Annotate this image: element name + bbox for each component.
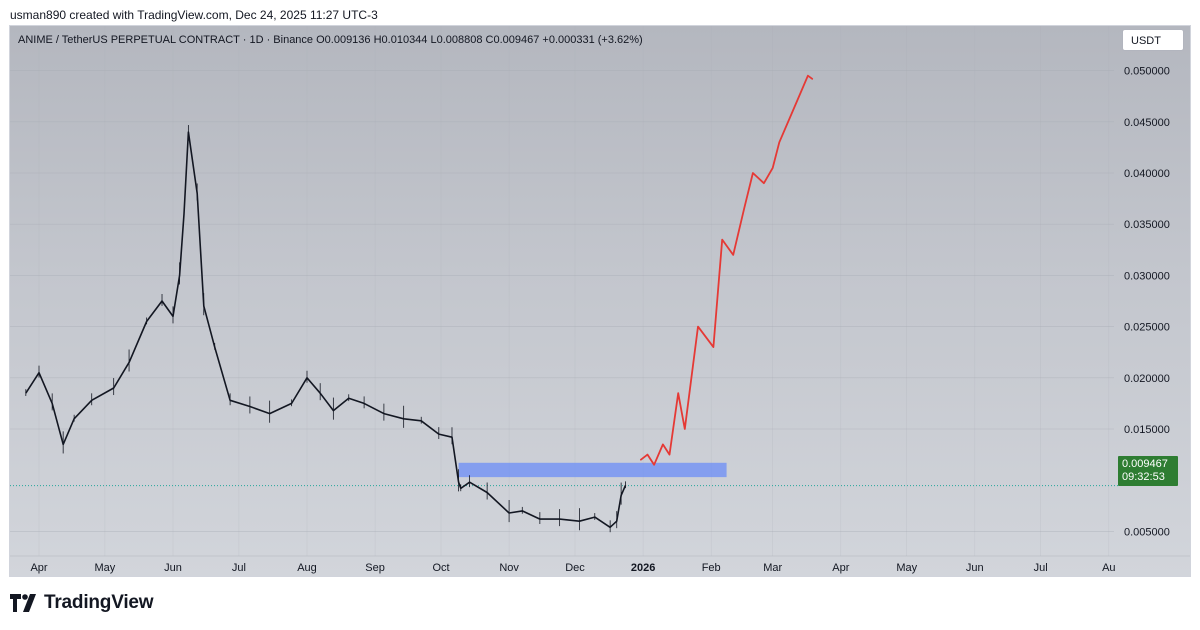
symbol-info: ANIME / TetherUS PERPETUAL CONTRACT · 1D…: [18, 34, 643, 46]
currency-selector[interactable]: USDT: [1122, 29, 1184, 51]
x-tick-label: Apr: [30, 562, 47, 574]
x-tick-label: Au: [1102, 562, 1115, 574]
chart-area[interactable]: 0.050000 0.045000 0.040000 0.035000 0.030000…: [9, 25, 1191, 577]
projection-line: [640, 74, 814, 466]
x-tick-label: Sep: [365, 562, 385, 574]
x-tick-label: May: [95, 562, 116, 574]
resistance-zone: [458, 462, 727, 478]
y-tick-label: 0.005000: [1124, 526, 1170, 538]
x-tick-label: Jul: [1034, 562, 1048, 574]
price-chart[interactable]: 0.050000 0.045000 0.040000 0.035000 0.030000…: [10, 26, 1191, 577]
tradingview-logo-icon: [10, 594, 36, 612]
y-tick-label: 0.025000: [1124, 322, 1170, 334]
x-tick-label: Jun: [966, 562, 984, 574]
x-tick-label: Dec: [565, 562, 585, 574]
last-price-value: 0.009467: [1122, 458, 1168, 470]
y-tick-label: 0.015000: [1124, 424, 1170, 436]
y-tick-label: 0.050000: [1124, 66, 1170, 78]
x-tick-label: Feb: [702, 562, 721, 574]
chart-credit: usman890 created with TradingView.com, D…: [10, 8, 378, 22]
bar-countdown: 09:32:53: [1122, 471, 1165, 483]
tradingview-brand: TradingView: [10, 592, 154, 614]
x-tick-label: Oct: [432, 562, 449, 574]
y-tick-label: 0.020000: [1124, 373, 1170, 385]
brand-name: TradingView: [44, 592, 154, 613]
x-tick-label: Apr: [832, 562, 849, 574]
y-tick-label: 0.045000: [1124, 117, 1170, 129]
x-tick-label: 2026: [631, 562, 655, 574]
x-tick-label: Aug: [297, 562, 317, 574]
x-tick-label: Mar: [763, 562, 782, 574]
last-price-badge: 0.009467 09:32:53: [1118, 456, 1178, 486]
x-tick-label: Jul: [232, 562, 246, 574]
y-tick-label: 0.040000: [1124, 168, 1170, 180]
x-tick-label: May: [896, 562, 917, 574]
y-tick-label: 0.030000: [1124, 270, 1170, 282]
x-tick-label: Nov: [499, 562, 519, 574]
x-tick-label: Jun: [164, 562, 182, 574]
y-tick-label: 0.035000: [1124, 219, 1170, 231]
